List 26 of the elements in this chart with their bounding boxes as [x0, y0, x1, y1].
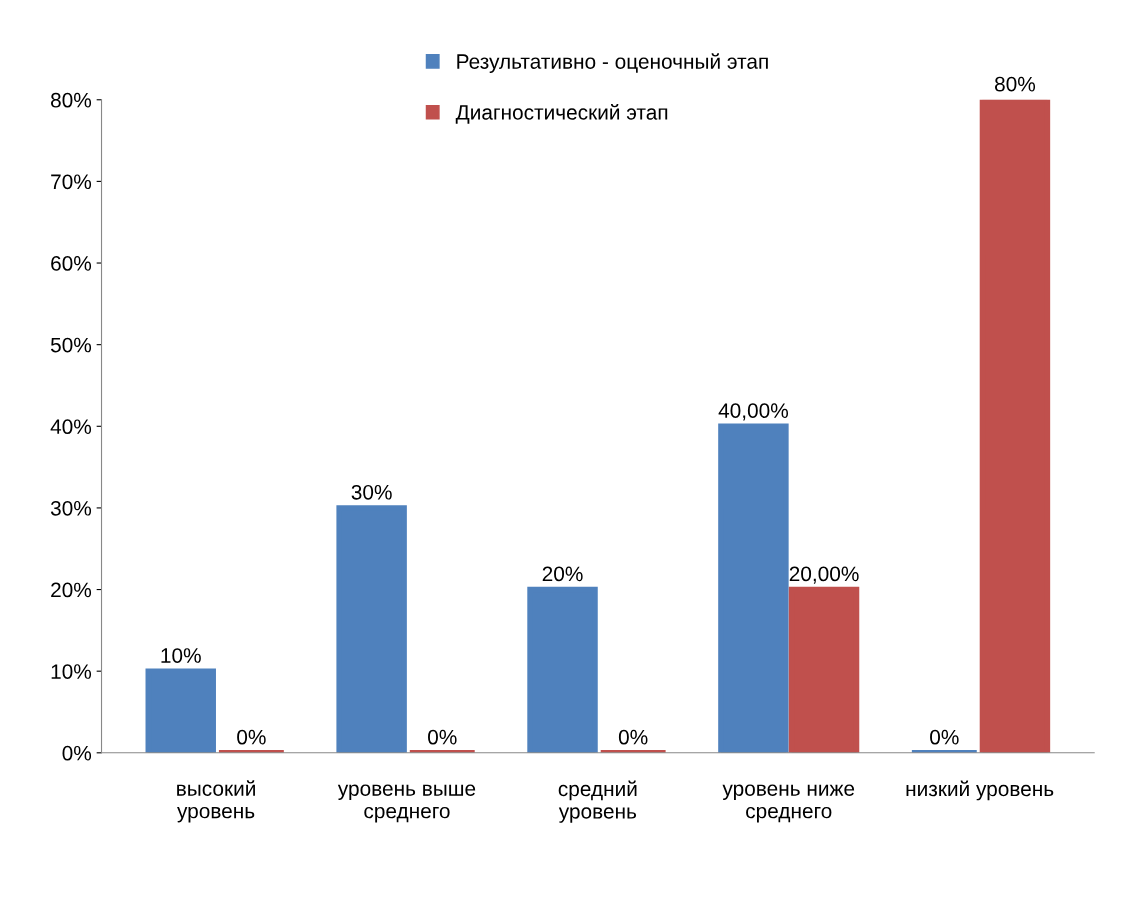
x-tick-label: высокий уровень	[177, 780, 255, 823]
data-label: 0%	[930, 729, 959, 745]
legend-label: Диагностический этап	[455, 104, 668, 124]
legend-label: Результативно - оценочный этап	[457, 53, 768, 73]
data-label: 30%	[351, 484, 392, 500]
y-tick-label: 40%	[50, 419, 92, 435]
data-label: 0%	[618, 729, 648, 745]
y-tick-label: 10%	[51, 664, 92, 679]
y-tick-label: 80%	[51, 92, 92, 108]
y-tick-label: 60%	[51, 256, 92, 271]
data-label: 0%	[237, 729, 266, 745]
data-label: 10%	[161, 648, 201, 663]
y-tick-label: 20%	[51, 582, 92, 598]
x-tick-label: средний уровень	[558, 780, 637, 823]
y-tick-label: 50%	[50, 337, 92, 353]
y-tick-label: 0%	[62, 745, 92, 761]
y-tick-label: 70%	[51, 174, 92, 190]
data-label: 80%	[995, 76, 1036, 92]
data-label: 20,00%	[789, 566, 859, 584]
x-tick-label: уровень выше среднего	[337, 784, 476, 823]
x-tick-label: уровень ниже среднего	[722, 784, 855, 823]
y-tick-label: 30%	[50, 500, 92, 516]
data-label: 20%	[542, 566, 583, 582]
data-label: 40,00%	[718, 403, 789, 421]
data-label: 0%	[428, 729, 457, 745]
x-tick-label: низкий уровень	[906, 780, 1054, 801]
